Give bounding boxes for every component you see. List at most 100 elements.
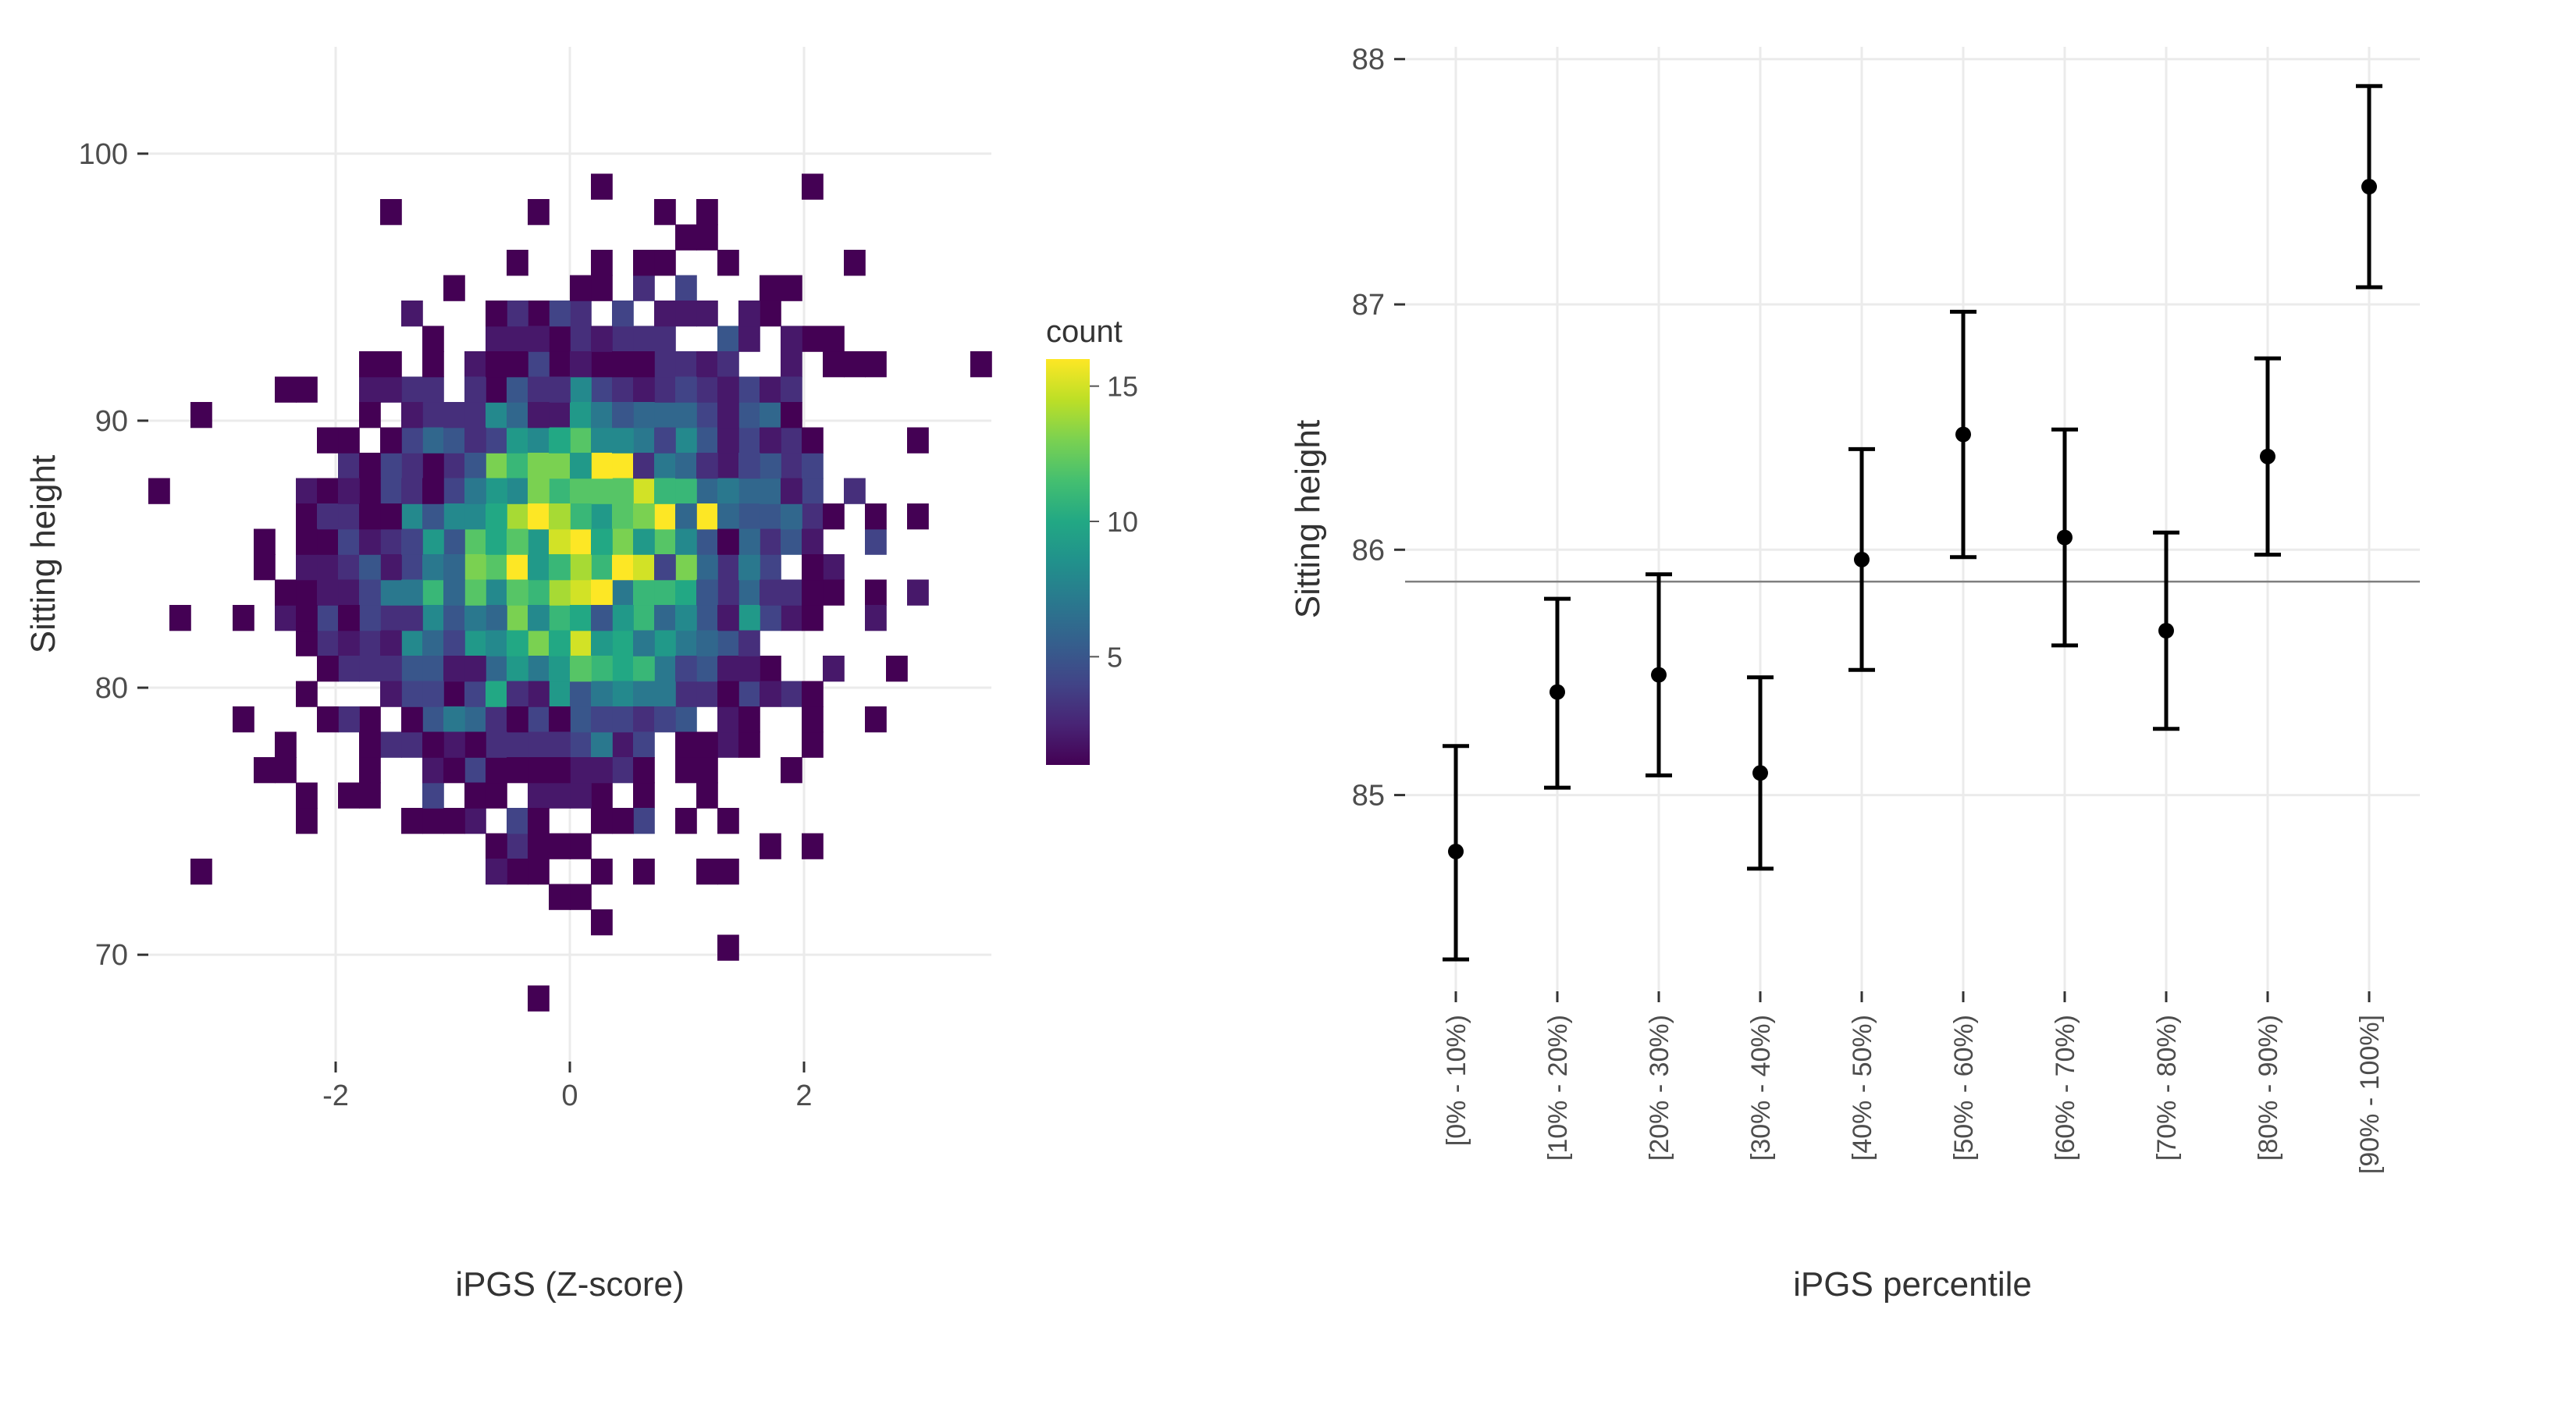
heatmap-cell (528, 605, 550, 631)
heatmap-cell (507, 453, 528, 478)
heatmap-cell (886, 656, 908, 681)
heatmap-cell (317, 580, 339, 606)
heatmap-cell (612, 428, 634, 454)
heatmap-cell (738, 706, 760, 732)
heatmap-cell (233, 605, 254, 631)
heatmap-cell (275, 757, 297, 783)
heatmap-cell (696, 605, 718, 631)
heatmap-cell (738, 402, 760, 428)
heatmap-cell (717, 935, 739, 961)
heatmap-cell (654, 706, 676, 732)
heatmap-cell (802, 554, 824, 580)
heatmap-cell (781, 326, 802, 352)
heatmap-cell (570, 503, 592, 529)
heatmap-cell (675, 276, 697, 301)
heatmap-cell (570, 453, 592, 478)
heatmap-cell (401, 529, 423, 555)
heatmap-cell (422, 554, 444, 580)
heatmap-cell (865, 529, 887, 555)
heatmap-cell (844, 351, 866, 377)
y-tick-label: 100 (79, 138, 128, 171)
heatmap-cell (633, 732, 655, 758)
heatmap-cell (760, 529, 781, 555)
heatmap-cell (907, 428, 929, 454)
heatmap-cell (528, 986, 550, 1012)
heatmap-cell (591, 631, 613, 656)
heatmap-cell (570, 478, 592, 504)
heatmap-cell (338, 706, 360, 732)
heatmap-cell (717, 580, 739, 606)
heatmap-cell (528, 351, 550, 377)
heatmap-cell (760, 478, 781, 504)
heatmap-cell (633, 503, 655, 529)
heatmap-cell (528, 732, 550, 758)
heatmap-cell (507, 250, 528, 276)
heatmap-cell (507, 478, 528, 504)
heatmap-cell (612, 326, 634, 352)
heatmap-cell (633, 554, 655, 580)
heatmap-cell (359, 529, 381, 555)
heatmap-cell (486, 580, 507, 606)
heatmap-cell (422, 326, 444, 352)
heatmap-cell (760, 834, 781, 859)
x-tick-label: 2 (795, 1080, 812, 1112)
heatmap-cell (443, 580, 465, 606)
heatmap-cell (675, 706, 697, 732)
heatmap-cell (190, 402, 212, 428)
heatmap-cell (296, 529, 318, 555)
heatmap-cell (738, 377, 760, 403)
heatmap-cell (528, 706, 550, 732)
heatmap-cell (696, 529, 718, 555)
heatmap-cell (275, 605, 297, 631)
legend-tick-label: 5 (1107, 641, 1123, 673)
heatmap-cell (717, 808, 739, 834)
heatmap-cell (717, 351, 739, 377)
heatmap-cell (486, 706, 507, 732)
heatmap-cell (507, 503, 528, 529)
heatmap-cell (907, 580, 929, 606)
heatmap-cell (443, 276, 465, 301)
heatmap-cell (591, 580, 613, 606)
heatmap-cell (738, 681, 760, 707)
heatmap-cell (464, 529, 486, 555)
heatmap-cell (633, 681, 655, 707)
heatmap-cell (612, 503, 634, 529)
heatmap-cell (549, 326, 571, 352)
heatmap-cell (612, 478, 634, 504)
heatmap-cell (591, 554, 613, 580)
heatmap-cell (591, 402, 613, 428)
x-tick-label: [40% - 50%) (1848, 1015, 1877, 1161)
heatmap-cell (591, 351, 613, 377)
point (1955, 427, 1971, 443)
point (2361, 179, 2377, 194)
heatmap-cell (443, 478, 465, 504)
heatmap-cell (317, 631, 339, 656)
heatmap-cell (696, 554, 718, 580)
heatmap-cell (401, 706, 423, 732)
heatmap-cell (317, 554, 339, 580)
heatmap-cell (612, 605, 634, 631)
heatmap-cell (422, 656, 444, 681)
heatmap-cell (422, 580, 444, 606)
heatmap-cell (549, 834, 571, 859)
heatmap-cell (338, 428, 360, 454)
x-tick-label: [10% - 20%) (1543, 1015, 1573, 1161)
heatmap-cell (570, 706, 592, 732)
y-tick-label: 70 (95, 939, 128, 972)
heatmap-cell (464, 453, 486, 478)
heatmap-cell (760, 554, 781, 580)
heatmap-cell (443, 554, 465, 580)
heatmap-cell (486, 859, 507, 884)
heatmap-cell (380, 681, 402, 707)
heatmap-cell (443, 656, 465, 681)
heatmap-cell (865, 580, 887, 606)
heatmap-cell (612, 453, 634, 478)
heatmap-cell (760, 276, 781, 301)
heatmap-cell (486, 428, 507, 454)
heatmap-cell (612, 631, 634, 656)
heatmap-cell (528, 326, 550, 352)
heatmap-cell (528, 656, 550, 681)
heatmap-cell (591, 503, 613, 529)
heatmap-cell (654, 453, 676, 478)
heatmap-cell (401, 631, 423, 656)
